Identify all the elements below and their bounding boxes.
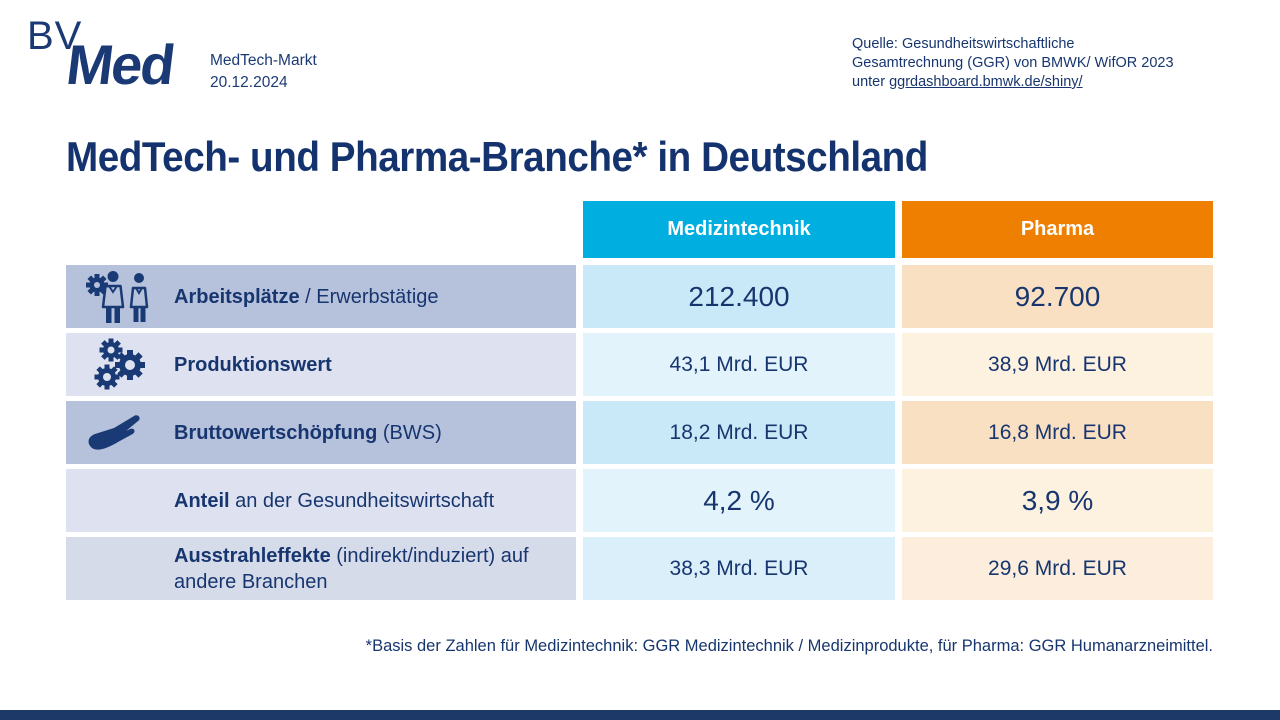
bvmed-logo: BV Med [27,12,207,100]
source-line-2: Gesamtrechnung (GGR) von BMWK/ WifOR 202… [852,55,1174,71]
value-medizintechnik-ausstrahleffekte: 38,3 Mrd. EUR [583,537,895,600]
column-header-pharma: Pharma [902,201,1213,258]
page-title: MedTech- und Pharma-Branche* in Deutschl… [66,133,928,180]
row-label-text: Produktionswert [174,353,332,376]
brand-subtitle: MedTech-Markt 20.12.2024 [210,50,317,94]
row-label-arbeitsplaetze: Arbeitsplätze / Erwerbstätige [66,265,576,328]
brand-product: MedTech-Markt [210,52,317,69]
column-header-medizintechnik: Medizintechnik [583,201,895,258]
row-label-anteil: Anteil an der Gesundheitswirtschaft [66,469,576,532]
row-label-text: Arbeitsplätze / Erwerbstätige [174,285,439,308]
value-medizintechnik-arbeitsplaetze: 212.400 [583,265,895,328]
bottom-bar [0,710,1280,720]
value-medizintechnik-bws: 18,2 Mrd. EUR [583,401,895,464]
value-pharma-anteil: 3,9 % [902,469,1213,532]
source-link[interactable]: ggrdashboard.bmwk.de/shiny/ [889,74,1083,90]
table-row: Produktionswert 43,1 Mrd. EUR 38,9 Mrd. … [66,333,1213,396]
brand-date: 20.12.2024 [210,74,288,91]
row-label-text: Anteil an der Gesundheitswirtschaft [174,489,495,512]
row-label-bruttowertschoepfung: Bruttowertschöpfung (BWS) [66,401,576,464]
row-label-text: Bruttowertschöpfung (BWS) [174,421,442,444]
source-note: Quelle: Gesundheitswirtschaftliche Gesam… [852,35,1174,92]
row-label-text: Ausstrahleffekte (indirekt/induziert) au… [174,544,529,593]
value-medizintechnik-produktionswert: 43,1 Mrd. EUR [583,333,895,396]
table-row: Arbeitsplätze / Erwerbstätige 212.400 92… [66,265,1213,328]
logo-bv-text: BV [27,14,83,58]
table-row: Ausstrahleffekte (indirekt/induziert) au… [66,537,1213,600]
source-line-3: unter ggrdashboard.bmwk.de/shiny/ [852,73,1174,92]
gears-icon [66,337,174,393]
table-row: Anteil an der Gesundheitswirtschaft 4,2 … [66,469,1213,532]
workers-gear-icon [66,268,174,326]
value-pharma-bws: 16,8 Mrd. EUR [902,401,1213,464]
giving-hand-icon [66,410,174,456]
value-pharma-ausstrahleffekte: 29,6 Mrd. EUR [902,537,1213,600]
row-label-produktionswert: Produktionswert [66,333,576,396]
table-row: Bruttowertschöpfung (BWS) 18,2 Mrd. EUR … [66,401,1213,464]
value-medizintechnik-anteil: 4,2 % [583,469,895,532]
header-spacer [66,201,576,258]
value-pharma-produktionswert: 38,9 Mrd. EUR [902,333,1213,396]
value-pharma-arbeitsplaetze: 92.700 [902,265,1213,328]
logo-med-text: Med [63,33,177,96]
row-label-ausstrahleffekte: Ausstrahleffekte (indirekt/induziert) au… [66,537,576,600]
source-link-prefix: unter [852,74,890,90]
footnote: *Basis der Zahlen für Medizintechnik: GG… [365,637,1213,655]
source-line-1: Quelle: Gesundheitswirtschaftliche [852,36,1075,52]
table-header-row: Medizintechnik Pharma [66,201,1213,258]
